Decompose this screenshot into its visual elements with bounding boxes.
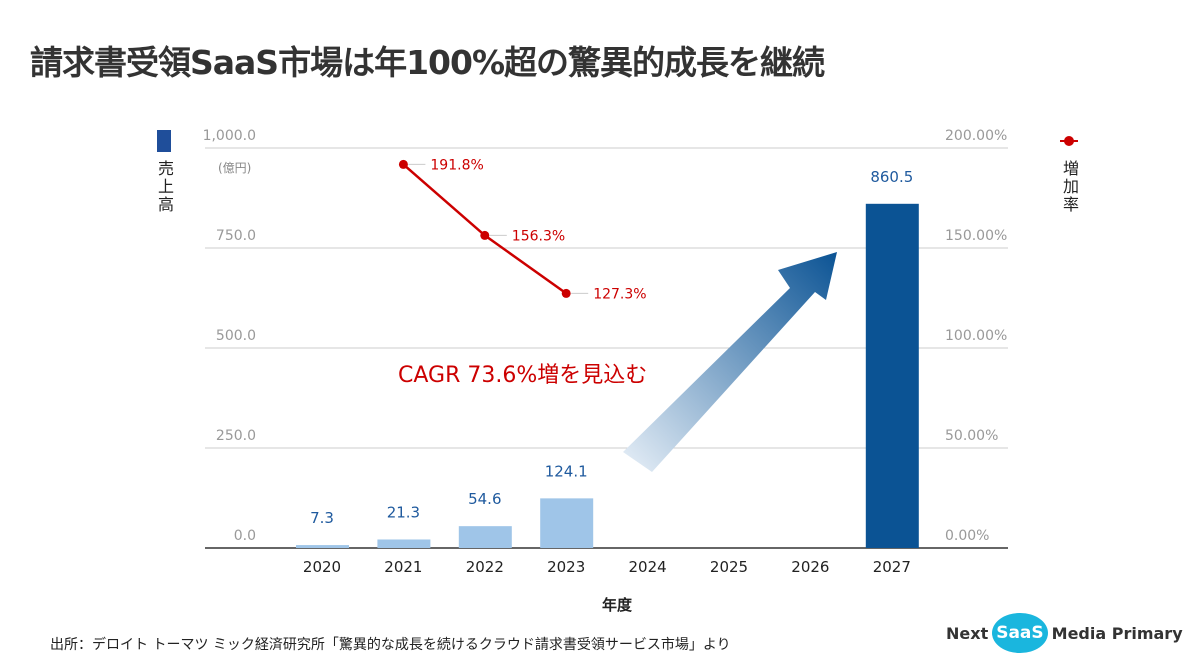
growth-arrow: [623, 252, 837, 472]
growth-point: [561, 288, 571, 298]
growth-point: [480, 230, 490, 240]
right-tick-label: 150.00%: [945, 228, 1007, 244]
x-tick-label: 2023: [547, 558, 585, 576]
bar-legend-icon: [157, 130, 171, 152]
bar-2022: [458, 526, 512, 548]
left-tick-label: 250.0: [216, 428, 256, 444]
bar-data-label: 124.1: [545, 462, 588, 480]
logo-text-right: Media Primary: [1051, 623, 1183, 643]
logo: Next SaaS Media Primary: [946, 613, 1183, 653]
bar-data-label: 7.3: [310, 509, 334, 527]
x-tick-label: 2024: [629, 558, 667, 576]
left-tick-label: 1,000.0: [203, 128, 256, 144]
right-tick-label: 200.00%: [945, 128, 1007, 144]
source-note: 出所：デロイト トーマツ ミック経済研究所「驚異的な成長を続けるクラウド請求書受…: [50, 637, 731, 653]
left-axis-label: 売上高: [155, 160, 174, 214]
x-tick-label: 2022: [466, 558, 504, 576]
right-axis-label: 増加率: [1060, 160, 1079, 214]
right-tick-label: 0.00%: [945, 528, 989, 544]
bar-data-label: 21.3: [387, 503, 420, 521]
growth-data-label: 191.8%: [430, 157, 483, 173]
bar-data-label: 54.6: [468, 490, 501, 508]
x-tick-label: 2027: [873, 558, 911, 576]
left-tick-label: 750.0: [216, 228, 256, 244]
logo-badge: SaaS: [992, 613, 1048, 653]
x-tick-label: 2020: [303, 558, 341, 576]
right-tick-label: 50.00%: [945, 428, 998, 444]
left-axis-unit: (億円): [218, 161, 251, 175]
bar-2020: [296, 545, 349, 548]
growth-data-label: 127.3%: [593, 286, 646, 302]
left-tick-label: 500.0: [216, 328, 256, 344]
page-title: 請求書受領SaaS市場は年100%超の驚異的成長を継続: [30, 43, 825, 82]
x-tick-label: 2026: [791, 558, 829, 576]
left-tick-label: 0.0: [234, 528, 256, 544]
bar-2023: [540, 498, 594, 548]
x-tick-label: 2025: [710, 558, 748, 576]
bar-2021: [377, 539, 431, 548]
growth-data-label: 156.3%: [512, 228, 565, 244]
bar-data-label: 860.5: [870, 168, 913, 186]
x-tick-label: 2021: [384, 558, 422, 576]
right-tick-label: 100.00%: [945, 328, 1007, 344]
bar-2027: [865, 203, 919, 549]
line-legend-icon: [1060, 136, 1078, 146]
logo-text-left: Next: [946, 623, 989, 643]
growth-point: [398, 159, 408, 169]
cagr-annotation: CAGR 73.6%増を見込む: [398, 363, 647, 388]
x-axis-label: 年度: [602, 596, 633, 614]
